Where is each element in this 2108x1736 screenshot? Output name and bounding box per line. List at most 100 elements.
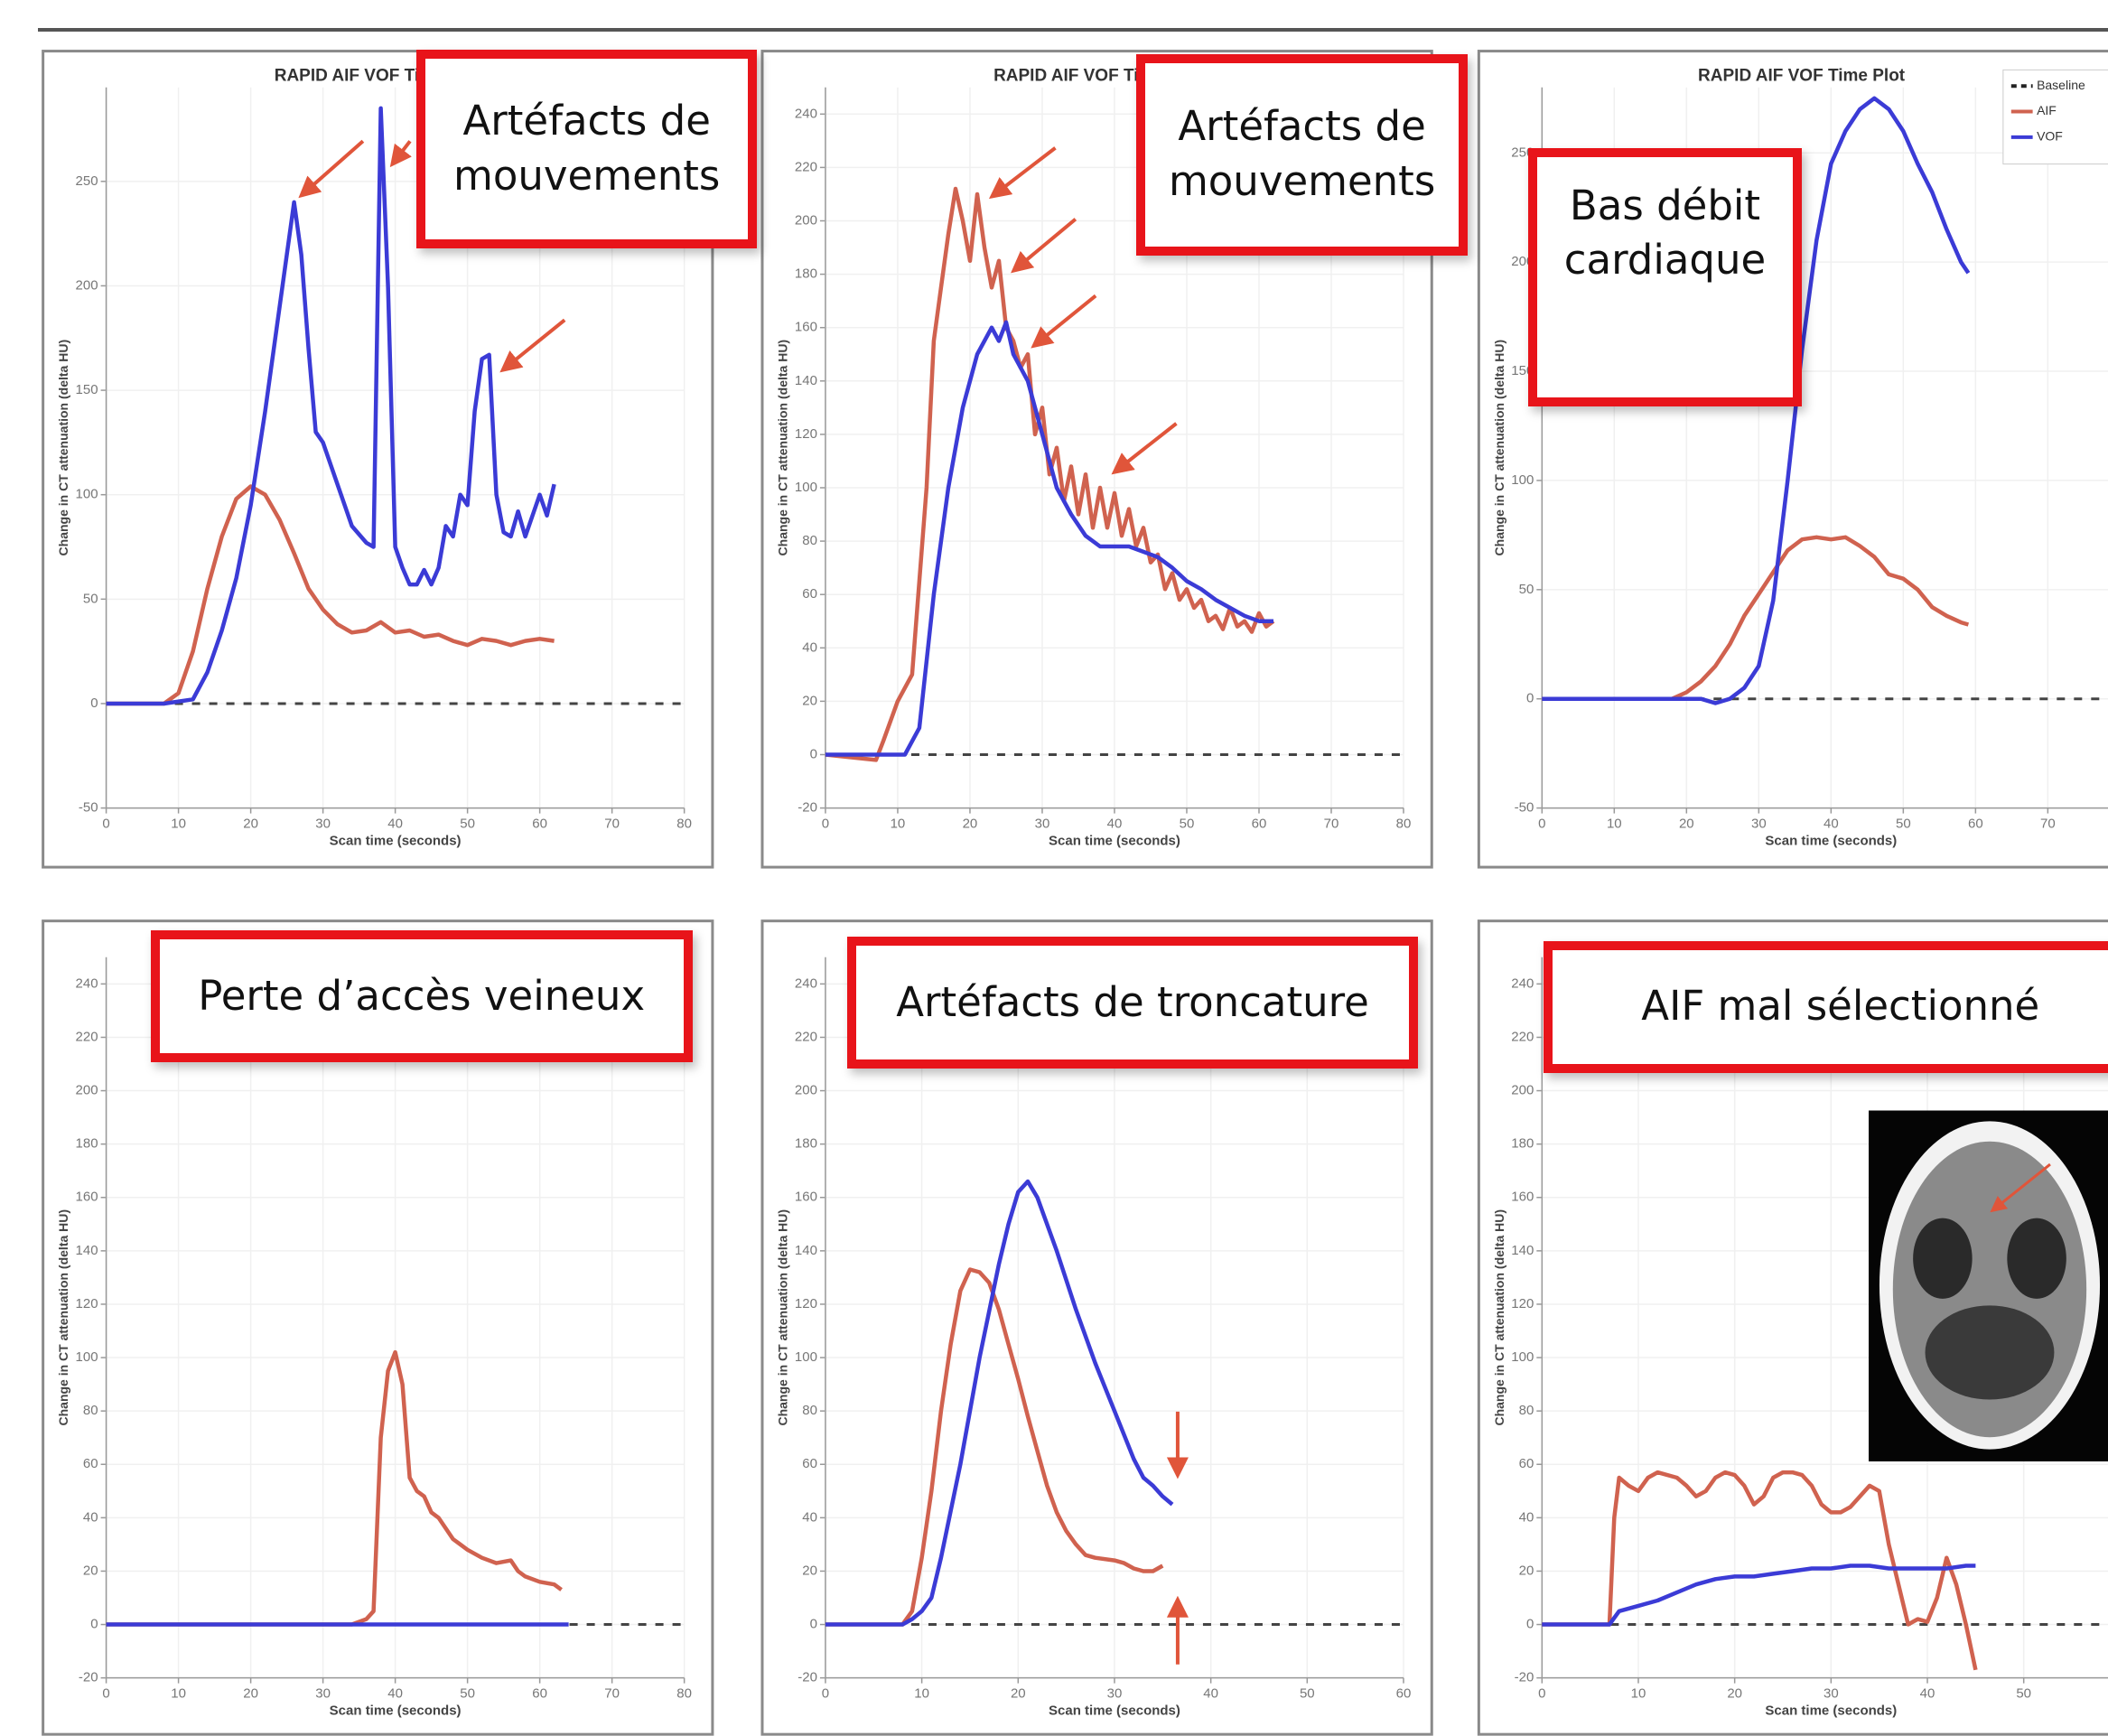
- x-axis-label: Scan time (seconds): [1049, 834, 1180, 849]
- x-tick-label: 30: [315, 1686, 331, 1702]
- y-tick-label: -20: [797, 800, 817, 816]
- annotation-box: Artéfacts de mouvements: [1135, 53, 1469, 256]
- x-tick-label: 80: [1396, 817, 1412, 832]
- y-tick-label: 140: [795, 1243, 817, 1258]
- y-tick-label: 150: [76, 382, 98, 397]
- x-axis-label: Scan time (seconds): [330, 1703, 462, 1719]
- x-tick-label: 50: [1180, 817, 1195, 832]
- x-tick-label: 40: [1107, 817, 1123, 832]
- y-tick-label: 180: [76, 1136, 98, 1152]
- x-tick-label: 10: [171, 817, 186, 832]
- y-tick-label: 180: [795, 1136, 817, 1152]
- y-tick-label: 120: [795, 1296, 817, 1311]
- x-tick-label: 10: [1607, 817, 1622, 832]
- pointer-arrow: [1011, 218, 1077, 274]
- y-tick-label: 240: [795, 975, 817, 991]
- x-tick-label: 50: [2016, 1686, 2031, 1702]
- y-tick-label: 220: [1511, 1029, 1534, 1044]
- y-tick-label: 120: [1511, 1296, 1534, 1311]
- x-tick-label: 20: [1727, 1686, 1742, 1702]
- x-tick-label: 70: [1324, 817, 1339, 832]
- y-tick-label: 180: [795, 266, 817, 282]
- y-tick-label: 240: [1511, 975, 1534, 991]
- y-tick-label: 0: [810, 746, 817, 761]
- y-tick-label: 0: [1526, 691, 1534, 706]
- y-tick-label: 0: [810, 1617, 817, 1632]
- y-tick-label: 140: [1511, 1243, 1534, 1258]
- x-tick-label: 50: [460, 1686, 475, 1702]
- x-tick-label: 40: [387, 1686, 403, 1702]
- y-tick-label: 200: [1511, 254, 1534, 269]
- x-axis-label: Scan time (seconds): [330, 834, 462, 849]
- x-tick-label: 10: [1631, 1686, 1646, 1702]
- x-tick-label: 10: [891, 817, 906, 832]
- series-line: [106, 484, 555, 706]
- y-tick-label: 20: [802, 1563, 817, 1578]
- y-tick-label: 150: [1511, 363, 1534, 378]
- legend-label: VOF: [2037, 129, 2063, 144]
- x-tick-label: 20: [243, 1686, 258, 1702]
- x-tick-label: 70: [604, 817, 620, 832]
- y-tick-label: 80: [83, 1403, 98, 1418]
- y-tick-label: -50: [79, 800, 98, 816]
- y-axis-label: Change in CT attenuation (delta HU): [56, 340, 70, 556]
- y-axis-label: Change in CT attenuation (delta HU): [1492, 340, 1506, 556]
- series-line: [825, 1179, 1174, 1627]
- y-tick-label: -20: [1515, 1670, 1534, 1685]
- legend-box: [2002, 69, 2108, 165]
- inset-ventricle: [1913, 1218, 1973, 1299]
- pointer-arrow: [389, 140, 412, 168]
- y-tick-label: 20: [802, 693, 817, 708]
- x-tick-label: 10: [171, 1686, 186, 1702]
- series-line: [825, 320, 1273, 757]
- y-tick-label: 80: [802, 1403, 817, 1418]
- inset-ventricle: [2007, 1218, 2066, 1299]
- y-axis-label: Change in CT attenuation (delta HU): [775, 340, 789, 556]
- series-line: [106, 1349, 563, 1627]
- y-tick-label: 120: [795, 426, 817, 442]
- x-tick-label: 0: [102, 1686, 109, 1702]
- y-tick-label: 20: [1519, 1563, 1534, 1578]
- legend-label: Baseline: [2037, 78, 2085, 92]
- x-tick-label: 40: [1920, 1686, 1935, 1702]
- series-line: [106, 106, 556, 706]
- pointer-arrow: [499, 318, 566, 373]
- x-axis-label: Scan time (seconds): [1765, 834, 1897, 849]
- annotation-box: AIF mal sélectionné: [1543, 940, 2108, 1073]
- legend-label: AIF: [2037, 103, 2057, 117]
- y-tick-label: 100: [1511, 1349, 1534, 1365]
- y-tick-label: 180: [1511, 1136, 1534, 1152]
- x-tick-label: 40: [387, 817, 403, 832]
- chart-title: RAPID AIF VOF Time Plot: [1698, 67, 1906, 86]
- y-tick-label: -20: [797, 1670, 817, 1685]
- annotation-box: Bas débit cardiaque: [1528, 147, 1802, 406]
- x-tick-label: 80: [676, 1686, 692, 1702]
- y-tick-label: 240: [76, 975, 98, 991]
- x-tick-label: 10: [914, 1686, 929, 1702]
- y-tick-label: 60: [1519, 1456, 1534, 1471]
- y-tick-label: 60: [83, 1456, 98, 1471]
- x-tick-label: 50: [460, 817, 475, 832]
- x-tick-label: 60: [1396, 1686, 1412, 1702]
- x-tick-label: 50: [1300, 1686, 1315, 1702]
- y-tick-label: 250: [76, 173, 98, 189]
- pointer-arrow: [988, 146, 1057, 200]
- series-line: [1542, 96, 1971, 705]
- x-tick-label: 20: [1011, 1686, 1026, 1702]
- x-tick-label: 30: [1035, 817, 1050, 832]
- x-tick-label: 60: [1968, 817, 1983, 832]
- x-tick-label: 40: [1824, 817, 1839, 832]
- pointer-arrow: [1990, 1162, 2051, 1213]
- x-tick-label: 30: [1107, 1686, 1123, 1702]
- x-tick-label: 20: [963, 817, 978, 832]
- y-tick-label: 160: [795, 1190, 817, 1205]
- y-tick-label: -50: [1515, 800, 1534, 816]
- x-tick-label: 80: [676, 817, 692, 832]
- x-tick-label: 40: [1203, 1686, 1218, 1702]
- x-tick-label: 60: [1252, 817, 1267, 832]
- pointer-arrow: [1031, 294, 1097, 349]
- y-tick-label: 80: [802, 533, 817, 548]
- y-axis-label: Change in CT attenuation (delta HU): [56, 1209, 70, 1426]
- y-tick-label: 140: [76, 1243, 98, 1258]
